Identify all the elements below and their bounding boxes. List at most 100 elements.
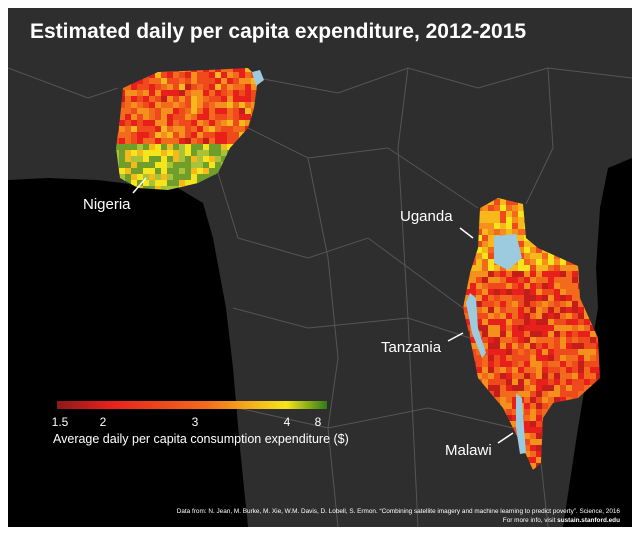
region-cell (185, 114, 192, 121)
region-cell (197, 90, 204, 97)
region-cell (584, 391, 591, 398)
region-cell (572, 265, 579, 272)
region-cell (191, 180, 198, 187)
region-cell (524, 439, 531, 446)
sustain-link[interactable]: sustain.stanford.edu (557, 517, 620, 524)
region-cell (524, 415, 531, 422)
region-cell (227, 72, 234, 79)
region-cell (524, 283, 531, 290)
region-cell (602, 367, 609, 374)
region-cell (179, 126, 186, 133)
region-cell (524, 337, 531, 344)
region-cell (215, 90, 222, 97)
region-cell (155, 120, 162, 127)
region-cell (215, 120, 222, 127)
region-cell (512, 427, 519, 434)
region-cell (584, 361, 591, 368)
region-cell (209, 162, 216, 169)
region-cell (602, 421, 609, 428)
region-cell (131, 192, 138, 199)
region-cell (566, 361, 573, 368)
region-cell (518, 283, 525, 290)
region-cell (596, 331, 600, 338)
region-cell (185, 156, 192, 163)
region-cell (572, 307, 579, 314)
region-cell (137, 174, 144, 181)
region-cell (173, 108, 180, 115)
region-cell (191, 120, 198, 127)
region-cell (530, 373, 537, 380)
region-cell (506, 373, 513, 380)
region-cell (590, 415, 597, 422)
region-cell (578, 385, 585, 392)
region-cell (245, 114, 252, 121)
region-cell (215, 84, 222, 91)
region-cell (518, 355, 525, 362)
region-cell (554, 385, 561, 392)
region-cell (209, 132, 216, 139)
region-cell (512, 295, 519, 302)
region-cell (536, 451, 543, 458)
region-cell (209, 168, 216, 175)
region-cell (596, 457, 600, 464)
region-cell (548, 259, 555, 266)
region-cell (239, 114, 246, 121)
region-cell (125, 150, 132, 157)
region-cell (143, 186, 150, 190)
region-cell (518, 301, 525, 308)
region-cell (482, 289, 489, 296)
region-cell (482, 277, 489, 284)
region-cell (548, 295, 555, 302)
region-cell (137, 180, 144, 187)
region-cell (542, 361, 549, 368)
region-cell (602, 349, 609, 356)
region-cell (143, 174, 150, 181)
region-cell (530, 391, 537, 398)
region-cell (584, 469, 591, 470)
region-cell (530, 397, 537, 404)
region-cell (251, 78, 258, 85)
region-cell (536, 373, 543, 380)
region-cell (518, 265, 525, 272)
region-cell (173, 138, 180, 145)
region-cell (173, 186, 180, 190)
region-cell (596, 325, 600, 332)
region-cell (143, 180, 150, 187)
region-cell (125, 174, 132, 181)
region-cell (476, 319, 483, 326)
region-cell (560, 319, 567, 326)
region-cell (239, 78, 246, 85)
region-cell (227, 90, 234, 97)
region-cell (596, 403, 600, 410)
region-cell (203, 150, 210, 157)
region-cell (602, 427, 609, 434)
region-cell (554, 331, 561, 338)
region-cell (197, 78, 204, 85)
region-cell (197, 168, 204, 175)
region-cell (578, 307, 585, 314)
region-cell (596, 265, 600, 272)
region-cell (494, 211, 501, 218)
region-cell (209, 114, 216, 121)
region-cell (155, 138, 162, 145)
credits-citation: Data from: N. Jean, M. Burke, M. Xie, W.… (176, 508, 620, 515)
region-cell (173, 126, 180, 133)
region-cell (554, 319, 561, 326)
region-cell (530, 307, 537, 314)
region-cell (554, 343, 561, 350)
region-cell (536, 343, 543, 350)
region-cell (476, 313, 483, 320)
region-cell (518, 331, 525, 338)
region-cell (560, 301, 567, 308)
region-cell (506, 337, 513, 344)
region-cell (488, 361, 495, 368)
region-cell (500, 289, 507, 296)
region-cell (584, 427, 591, 434)
region-cell (596, 439, 600, 446)
region-cell (500, 277, 507, 284)
region-cell (500, 355, 507, 362)
region-cell (530, 385, 537, 392)
region-cell (482, 307, 489, 314)
region-cell (602, 193, 609, 200)
region-cell (203, 162, 210, 169)
